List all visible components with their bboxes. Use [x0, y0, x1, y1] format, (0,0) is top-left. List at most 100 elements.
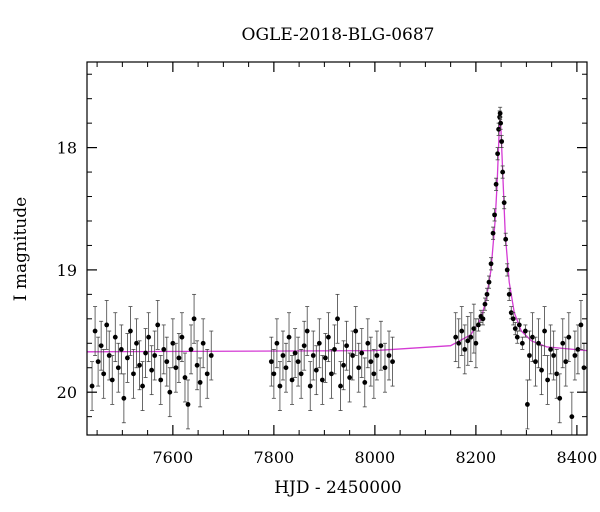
data-point [353, 306, 359, 356]
point-marker [289, 377, 295, 383]
point-marker [286, 334, 292, 340]
data-point [575, 324, 581, 375]
point-marker [492, 212, 497, 218]
point-marker [170, 340, 176, 346]
data-point [155, 300, 161, 350]
data-point [566, 312, 572, 363]
point-marker [482, 301, 488, 307]
data-point [344, 320, 349, 371]
point-marker [322, 355, 328, 361]
point-marker [140, 383, 145, 389]
point-marker [134, 340, 139, 346]
data-point [572, 330, 578, 381]
x-tick-label: 7800 [254, 448, 295, 467]
point-marker [530, 334, 535, 340]
point-marker [362, 380, 368, 385]
data-point [350, 330, 356, 381]
data-point [274, 318, 280, 369]
data-point [338, 361, 343, 411]
data-point [268, 336, 274, 387]
point-marker [188, 346, 194, 352]
data-point [557, 373, 563, 424]
data-point [335, 293, 340, 344]
data-point [497, 106, 503, 120]
point-marker [378, 343, 384, 349]
point-marker [310, 353, 316, 358]
point-marker [569, 414, 575, 420]
point-marker [98, 343, 104, 349]
point-marker [525, 402, 530, 407]
point-marker [551, 353, 557, 358]
data-point [140, 361, 145, 411]
data-point [495, 147, 501, 161]
data-point [519, 336, 525, 350]
point-marker [131, 371, 136, 377]
data-point [208, 330, 214, 381]
point-marker [146, 334, 152, 340]
point-marker [468, 334, 474, 340]
point-marker [271, 371, 277, 377]
data-point [188, 324, 194, 375]
data-point [310, 330, 316, 381]
point-marker [182, 375, 188, 380]
data-point [359, 328, 365, 378]
data-point [390, 336, 395, 387]
point-marker [563, 359, 569, 365]
data-point [492, 208, 497, 222]
data-point [554, 348, 560, 399]
data-point [362, 357, 368, 408]
data-point [134, 318, 139, 369]
point-marker [283, 365, 289, 371]
data-point [301, 320, 307, 371]
data-point [578, 300, 584, 350]
data-point [522, 324, 528, 338]
data-point [271, 348, 277, 399]
point-marker [510, 316, 516, 322]
point-marker [486, 279, 492, 285]
point-marker [164, 359, 170, 365]
point-marker [390, 359, 395, 365]
data-point [512, 322, 518, 336]
point-marker [176, 355, 182, 361]
point-marker [338, 383, 343, 389]
data-point [131, 348, 136, 399]
data-point [326, 312, 331, 363]
point-marker [365, 340, 371, 346]
data-point [462, 324, 468, 375]
point-marker [161, 346, 167, 352]
data-point [476, 318, 481, 332]
point-marker [307, 383, 313, 389]
point-marker [268, 359, 274, 365]
point-marker [500, 169, 506, 175]
data-point [516, 318, 522, 332]
data-point [115, 342, 121, 393]
data-point [329, 348, 334, 399]
point-marker [465, 338, 471, 344]
point-marker [368, 359, 374, 365]
data-point [149, 345, 155, 396]
data-point [109, 355, 115, 405]
data-point [536, 318, 541, 369]
point-marker [490, 230, 496, 236]
data-point [161, 324, 167, 375]
point-marker [503, 236, 509, 242]
point-marker [533, 359, 538, 365]
data-point [158, 355, 164, 405]
point-marker [208, 353, 214, 358]
point-marker [504, 267, 510, 273]
data-point [465, 315, 471, 366]
point-marker [277, 383, 283, 389]
data-point [386, 330, 392, 381]
point-marker [125, 355, 130, 361]
data-point [121, 373, 127, 424]
point-marker [158, 377, 164, 383]
data-point [319, 355, 325, 405]
point-marker [101, 371, 107, 377]
point-marker [341, 362, 346, 368]
data-point [92, 306, 98, 356]
point-marker [292, 350, 298, 356]
data-point [525, 379, 530, 430]
point-marker [453, 334, 459, 340]
point-marker [506, 291, 512, 297]
